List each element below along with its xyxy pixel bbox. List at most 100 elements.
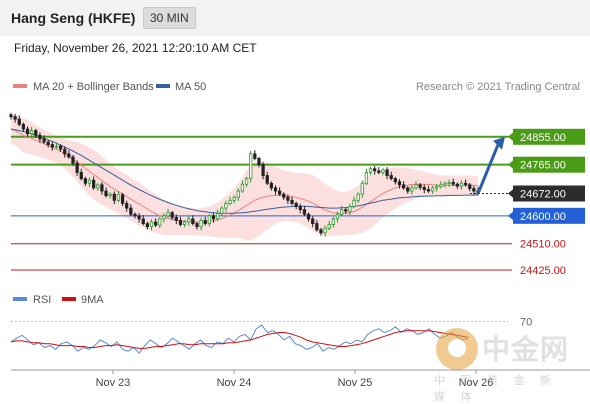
candle-body [178,220,183,225]
candle-body [133,213,137,217]
candle-body [195,223,199,228]
candle-body [381,169,385,173]
candle-body [129,207,133,215]
candle-body [414,184,418,189]
candle-body [286,196,290,201]
candle-body [170,212,174,218]
candle-body [216,212,220,220]
candle-body [298,206,302,211]
candle-body [187,218,191,223]
candle-body [401,184,406,189]
rsi-9ma-legend-swatch [62,297,76,301]
candle-body [58,145,63,150]
candle-body [83,178,88,184]
candle-body [385,169,389,176]
ma50-legend-swatch [156,84,170,88]
ma20-legend-swatch [13,84,27,88]
candle-body [34,130,38,136]
candle-body [240,183,245,192]
instrument-title: Hang Seng (HKFE) [11,10,136,26]
candle-body [71,156,75,164]
candle-body [389,175,393,180]
candle-body [410,187,414,192]
candle-body [87,179,92,184]
price-panel: 24855.00 24765.00 24672.00 24600.00 24510.00… [9,112,585,277]
candle-body [96,184,100,189]
candle-body [166,212,170,217]
candle-body [228,199,232,204]
candle-body [199,220,203,228]
candle-body [422,186,426,190]
candle-body [191,218,195,224]
price-level-label-24855.00: 24855.00 [520,132,566,144]
forecast-arrow-shaft [476,144,500,195]
chart-header: Hang Seng (HKFE) 30 MIN [0,0,590,36]
price-level-label-24765.00: 24765.00 [520,160,566,172]
price-level-box-24672.00 [513,185,585,202]
candle-body [331,218,335,225]
time-axis: Nov 23 Nov 24 Nov 25 Nov 26 [11,369,590,389]
ma50-legend-label: MA 50 [175,81,206,93]
candle-body [224,203,228,209]
price-level-pointer-24672.00 [508,188,514,199]
candle-body [42,138,46,143]
candle-body [17,118,21,125]
candle-body [120,194,125,204]
price-level-label-24600.00: 24600.00 [520,211,566,223]
candle-body [472,188,476,192]
price-level-box-24765.00 [513,156,585,173]
candle-body [21,123,26,130]
candle-body [463,182,468,186]
time-axis-label-nov-25: Nov 25 [338,377,373,389]
rsi-9ma-line [10,330,469,349]
time-axis-label-nov-26: Nov 26 [459,377,494,389]
watermark-main-text: 中金网 [482,333,570,366]
candle-body [154,221,158,226]
candle-body [397,181,402,186]
candle-body [79,172,83,180]
candle-body [9,114,13,118]
candle-body [435,186,439,189]
candle-body [261,164,265,176]
candle-body [265,175,269,184]
price-level-pointer-24765.00 [508,159,514,170]
candle-body [273,187,278,192]
chart-legend: MA 20 + Bollinger Bands MA 50 Research ©… [13,81,580,93]
candle-body [373,168,377,172]
candle-body [344,209,348,212]
candle-body [203,220,207,224]
candle-body [38,134,42,140]
candle-body [125,203,129,209]
candle-body [360,182,364,195]
candle-body [348,206,352,212]
candle-body [108,193,112,197]
rsi-panel: 70 [10,316,532,354]
candle-body [447,181,451,184]
rsi-legend-swatch [13,297,27,301]
candle-body [459,182,464,187]
interval-button[interactable]: 30 MIN [143,7,196,29]
candle-body [327,224,331,229]
timestamp-subtitle: Friday, November 26, 2021 12:20:10 AM CE… [14,41,257,55]
candle-body [294,203,298,207]
candle-body [364,172,369,184]
rsi-70-tick-label: 70 [520,316,532,328]
bollinger-band [11,115,478,240]
candle-body [100,184,104,192]
candle-body [257,158,261,166]
price-level-pointer-24600.00 [508,210,514,221]
watermark: 中金网 中 国 黄 金 新 媒 体 [432,326,582,403]
candle-body [290,199,294,204]
candle-body [137,215,141,220]
candle-body [319,229,323,234]
candle-body [220,207,224,214]
ma20-line [10,128,479,223]
candle-body [50,144,54,148]
candle-body [211,215,216,220]
ma50-line [10,128,478,214]
candle-body [75,162,79,173]
candle-body [112,193,116,201]
candle-body [253,153,257,159]
time-axis-label-nov-24: Nov 24 [217,377,252,389]
candle-body [141,218,145,224]
